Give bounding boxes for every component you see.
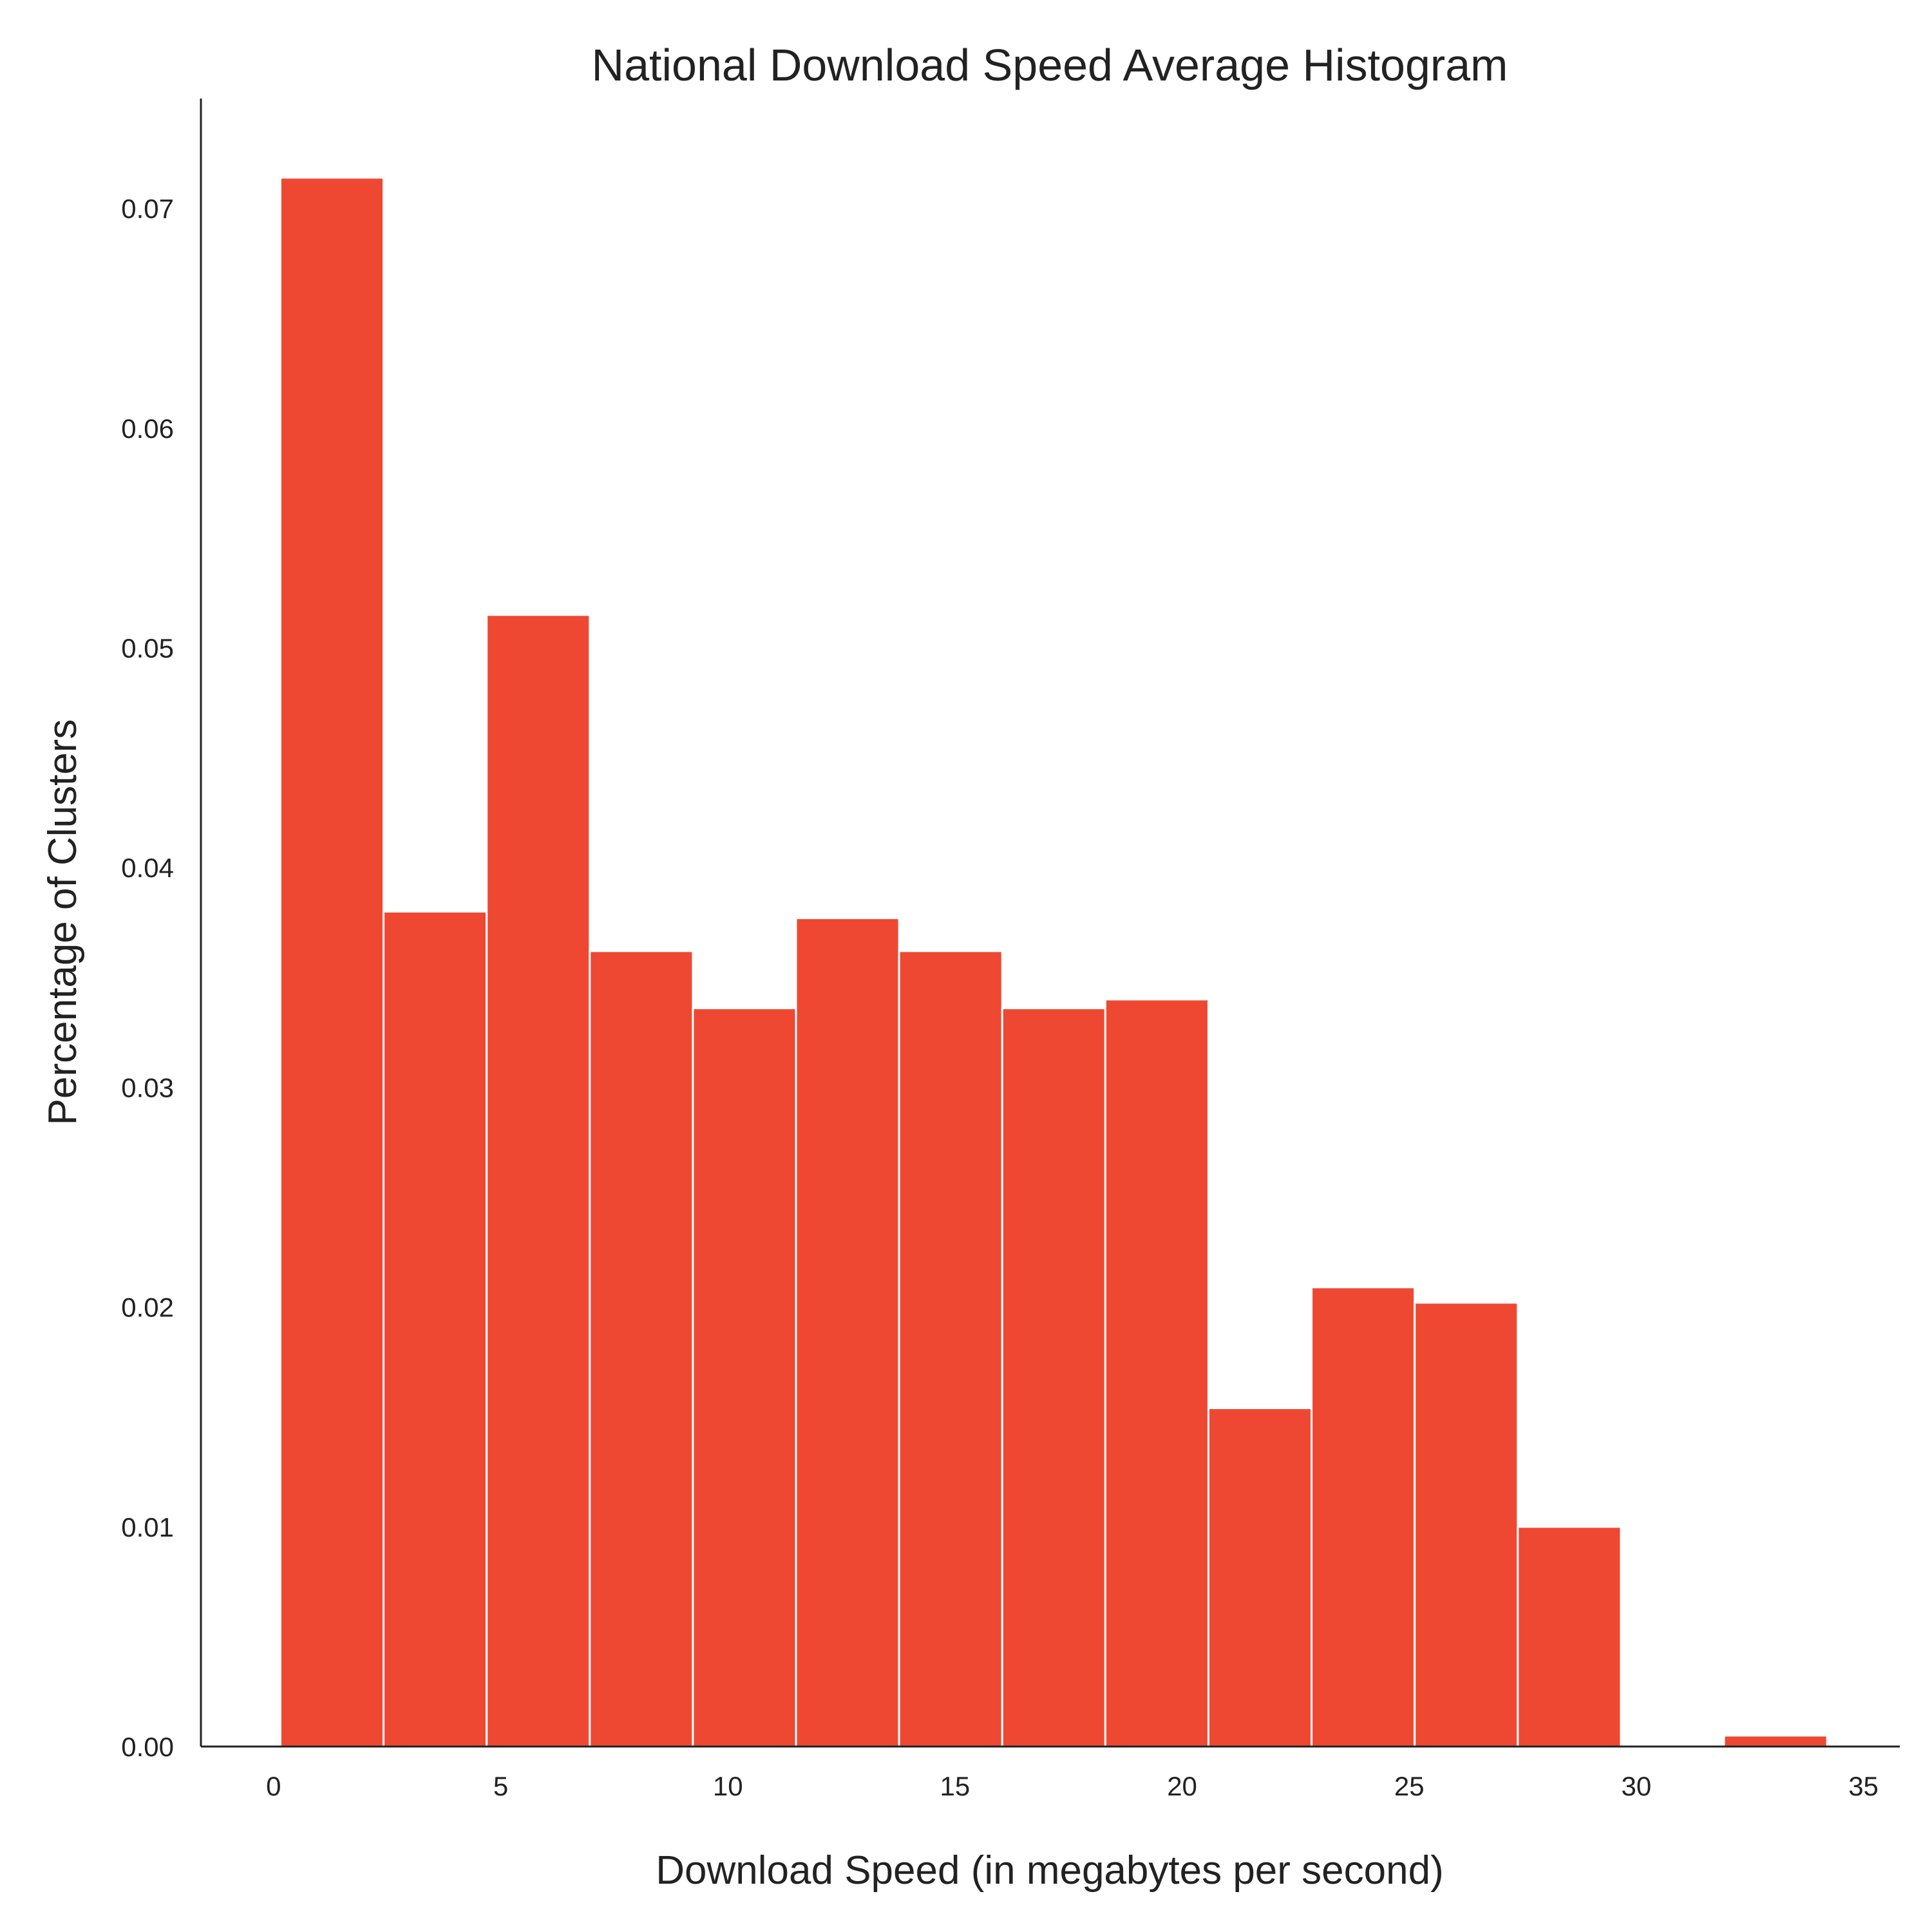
histogram-bar bbox=[1311, 1286, 1416, 1748]
histogram-bar bbox=[383, 910, 488, 1748]
histogram-bar bbox=[1723, 1734, 1828, 1748]
histogram-bar bbox=[1517, 1526, 1622, 1748]
histogram-bars bbox=[279, 176, 1828, 1748]
y-tick-label: 0.07 bbox=[121, 194, 174, 224]
x-tick-label: 30 bbox=[1622, 1771, 1652, 1801]
x-axis-ticks: 0 5 10 15 20 25 30 35 bbox=[266, 1771, 1879, 1801]
histogram-bar bbox=[1207, 1407, 1313, 1748]
histogram-bar bbox=[692, 1007, 797, 1748]
x-tick-label: 5 bbox=[493, 1771, 508, 1801]
y-tick-label: 0.01 bbox=[121, 1512, 174, 1542]
y-tick-label: 0.06 bbox=[121, 413, 174, 444]
x-axis-title: Download Speed (in megabytes per second) bbox=[656, 1848, 1444, 1893]
histogram-bar bbox=[486, 614, 591, 1748]
histogram-bar bbox=[1414, 1302, 1519, 1748]
y-tick-label: 0.02 bbox=[121, 1293, 174, 1323]
histogram-bar bbox=[589, 950, 694, 1748]
x-tick-label: 15 bbox=[940, 1771, 971, 1801]
y-tick-label: 0.00 bbox=[121, 1732, 174, 1762]
histogram-bar bbox=[795, 917, 900, 1748]
x-tick-label: 20 bbox=[1167, 1771, 1197, 1801]
histogram-bar bbox=[279, 176, 385, 1748]
y-axis-title: Percentage of Clusters bbox=[41, 719, 85, 1126]
x-tick-label: 25 bbox=[1394, 1771, 1425, 1801]
histogram-bar bbox=[1001, 1007, 1106, 1748]
chart-title: National Download Speed Average Histogra… bbox=[592, 40, 1508, 90]
x-tick-label: 35 bbox=[1848, 1771, 1879, 1801]
histogram-bar bbox=[898, 950, 1003, 1748]
y-tick-label: 0.03 bbox=[121, 1072, 174, 1103]
y-tick-label: 0.05 bbox=[121, 633, 174, 663]
histogram-bar bbox=[1104, 998, 1209, 1748]
x-tick-label: 10 bbox=[713, 1771, 743, 1801]
x-tick-label: 0 bbox=[266, 1771, 281, 1801]
y-tick-label: 0.04 bbox=[121, 853, 174, 883]
y-axis-ticks: 0.00 0.01 0.02 0.03 0.04 0.05 0.06 0.07 bbox=[121, 194, 174, 1762]
